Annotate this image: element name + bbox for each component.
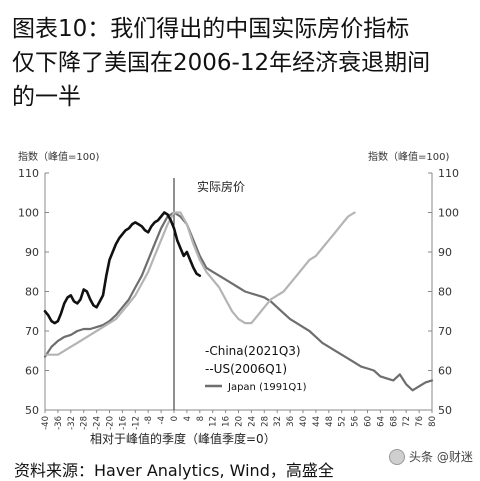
legend-label-japan: Japan (1991Q1) (227, 382, 307, 393)
x-tick-label: 4 (183, 416, 193, 421)
x-tick-label: 0 (170, 416, 180, 421)
y-tick-label-left: 50 (25, 404, 39, 417)
y-tick-label-right: 100 (438, 207, 459, 220)
svg-text:--US(2006Q1): --US(2006Q1) (205, 362, 287, 376)
x-axis-label: 相对于峰值的季度（峰值季度=0） (90, 431, 276, 446)
y-tick-label-left: 80 (25, 286, 39, 299)
title-line-2: 仅下降了美国在2006-12年经济衰退期间 (12, 50, 431, 76)
x-tick-label: -28 (80, 416, 90, 430)
x-tick-label: 12 (209, 416, 219, 427)
y-tick-label-left: 100 (18, 207, 39, 220)
x-tick-label: 76 (415, 416, 425, 427)
watermark-text: 头条 @财迷 (409, 450, 473, 464)
x-tick-label: 52 (338, 416, 348, 427)
series-line-us (43, 211, 356, 356)
series-line-japan (43, 211, 434, 392)
x-tick-label: -20 (106, 416, 116, 430)
source-note: 资料来源：Haver Analytics, Wind，高盛全 (14, 461, 334, 480)
x-tick-label: 24 (247, 416, 257, 427)
watermark: 头条 @财迷 (389, 448, 473, 465)
series-lines (43, 211, 434, 392)
x-tick-label: 80 (428, 416, 438, 427)
x-tick-label: -32 (67, 416, 77, 430)
y-axis-label-left: 指数（峰值=100) (18, 150, 99, 163)
y-tick-label-right: 50 (438, 404, 452, 417)
x-tick-label: -8 (144, 416, 154, 424)
legend: -China(2021Q3) --US(2006Q1) Japan (1991Q… (205, 344, 307, 393)
svg-text:-China(2021Q3): -China(2021Q3) (205, 344, 301, 358)
x-tick-label: 56 (351, 416, 361, 427)
x-tick-label: -40 (41, 416, 51, 430)
y-tick-label-left: 70 (25, 325, 39, 338)
y-tick-label-right: 70 (438, 325, 452, 338)
y-tick-label-right: 60 (438, 365, 452, 378)
y-tick-label-right: 90 (438, 246, 452, 259)
x-tick-label: 20 (235, 416, 245, 427)
x-tick-label: -24 (93, 416, 103, 430)
x-tick-label: -4 (157, 416, 167, 424)
x-tick-label: 44 (312, 416, 322, 427)
x-tick-label: 64 (376, 416, 386, 427)
x-tick-label: 28 (260, 416, 270, 427)
y-axis-label-right: 指数（峰值=100) (368, 150, 449, 163)
x-tick-label: 60 (364, 416, 374, 427)
y-tick-label-right: 80 (438, 286, 452, 299)
title-line-1: 图表10：我们得出的中国实际房价指标 (12, 16, 410, 42)
x-tick-label: 68 (389, 416, 399, 427)
page-title: 图表10：我们得出的中国实际房价指标 仅下降了美国在2006-12年经济衰退期间… (12, 12, 472, 114)
y-tick-label-right: 110 (438, 167, 459, 180)
x-tick-label: 40 (299, 416, 309, 427)
title-line-3: 的一半 (12, 84, 81, 110)
y-tick-label-left: 60 (25, 365, 39, 378)
x-tick-label: 32 (273, 416, 283, 427)
chart-title: 实际房价 (197, 179, 245, 194)
watermark-avatar-icon (389, 448, 405, 465)
x-tick-label: -36 (54, 416, 64, 430)
legend-label-china: China(2021Q3) (209, 344, 300, 358)
legend-label-us: US(2006Q1) (214, 362, 287, 376)
y-tick-label-left: 90 (25, 246, 39, 259)
x-tick-label: -12 (131, 416, 141, 430)
x-tick-label: 72 (402, 416, 412, 427)
y-tick-label-left: 110 (18, 167, 39, 180)
x-tick-label: 16 (222, 416, 232, 427)
x-tick-label: 8 (196, 416, 206, 421)
x-tick-label: 36 (286, 416, 296, 427)
x-tick-label: 48 (325, 416, 335, 427)
series-line-china (43, 211, 202, 325)
x-tick-label: -16 (118, 416, 128, 430)
